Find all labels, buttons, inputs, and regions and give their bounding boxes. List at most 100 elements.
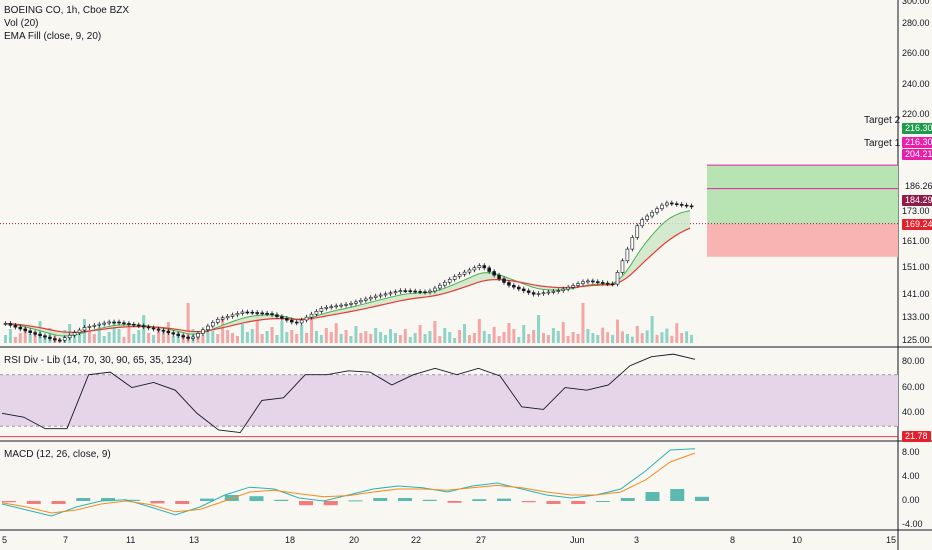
candle-body [398, 290, 403, 292]
volume-bar [379, 332, 383, 343]
volume-bar [324, 328, 328, 343]
volume-indicator-label[interactable]: Vol (20) [4, 18, 39, 29]
volume-bar [586, 329, 590, 343]
macd-pane-label[interactable]: MACD (12, 26, close, 9) [4, 449, 111, 460]
volume-bar [670, 335, 674, 343]
candle-body [8, 323, 13, 326]
volume-bar [388, 329, 392, 343]
volume-bar [206, 326, 210, 343]
volume-bar [512, 329, 516, 343]
candle-body [196, 333, 200, 338]
price-tick-label: 125.00 [902, 335, 930, 345]
volume-bar [112, 323, 116, 343]
ema20-line [3, 227, 691, 333]
volume-bar [482, 331, 486, 343]
time-tick-label: 7 [63, 535, 69, 545]
candle-body [294, 321, 299, 324]
volume-bar [4, 335, 7, 343]
candle-body [314, 310, 319, 315]
candle-body [136, 324, 141, 327]
candle-body [112, 321, 116, 324]
macd-histogram-bar [274, 499, 289, 501]
candle-body [487, 267, 492, 272]
candle-body [334, 305, 338, 308]
volume-bar [235, 336, 239, 343]
candle-body [82, 327, 87, 331]
macd-tick-label: -4.00 [902, 519, 923, 529]
candle-body [319, 308, 324, 312]
last-price-tag: 186.26 [902, 181, 932, 192]
candle-body [92, 324, 97, 327]
candle-body [171, 332, 176, 335]
volume-bar [423, 334, 427, 343]
macd-histogram-bar [125, 499, 140, 501]
volume-bar [532, 330, 536, 343]
candle-body [413, 290, 417, 293]
volume-bar [398, 335, 402, 343]
time-tick-label: 3 [634, 535, 640, 545]
macd-histogram-bar [521, 501, 536, 503]
volume-bar [680, 333, 684, 343]
volume-bar [255, 313, 259, 343]
candle-body [383, 293, 388, 296]
candle-body [62, 337, 67, 341]
price-tick-label: 173.00 [902, 206, 930, 216]
volume-bar [290, 330, 294, 343]
candle-body [684, 204, 689, 207]
volume-bar [280, 321, 284, 343]
time-tick-label: 20 [349, 535, 360, 545]
macd-signal-line [1, 452, 696, 514]
macd-histogram-bar [76, 498, 91, 501]
volume-bar [393, 333, 397, 343]
rsi-pane-label[interactable]: RSI Div - Lib (14, 70, 30, 90, 65, 35, 1… [4, 355, 192, 366]
volume-bar [260, 334, 264, 343]
volume-bar [334, 323, 338, 343]
volume-bar [161, 331, 165, 343]
candle-body [53, 338, 57, 341]
macd-histogram-bar [249, 496, 264, 501]
target1-label: Target 1 [864, 138, 901, 149]
candle-body [645, 215, 649, 220]
macd-histogram-bar [373, 498, 388, 501]
volume-bar [354, 326, 358, 343]
volume-bar [127, 325, 131, 343]
candle-body [250, 311, 255, 314]
volume-bar [369, 334, 373, 343]
candle-body [615, 272, 620, 285]
rsi-tick-label: 80.00 [902, 355, 925, 366]
volume-bar [685, 331, 689, 343]
candle-body [561, 288, 566, 291]
volume-bar [18, 333, 22, 343]
candle-body [354, 301, 358, 304]
macd-histogram-bar [26, 501, 41, 504]
candle-body [521, 288, 526, 292]
volume-bar [551, 328, 555, 343]
time-tick-label: 27 [476, 535, 487, 545]
volume-bar [403, 329, 407, 343]
candle-body [600, 282, 605, 284]
macd-tick-label: 8.00 [902, 447, 920, 457]
symbol-title: BOEING CO, 1h, Cboe BZX [4, 5, 130, 16]
candle-body [502, 278, 506, 283]
macd-tick-label: 0.00 [902, 495, 920, 505]
candle-body [270, 313, 274, 316]
time-tick-label: 10 [792, 535, 803, 545]
rsi-tick-label: 40.00 [902, 407, 925, 418]
volume-bar [384, 335, 388, 343]
volume-bar [611, 334, 615, 343]
volume-bar [132, 334, 136, 343]
volume-bar [8, 329, 12, 343]
candle-body [127, 323, 131, 325]
candle-body [670, 202, 674, 205]
macd-histogram-bar [596, 501, 610, 502]
volume-bar [517, 337, 521, 343]
candle-body [235, 313, 240, 316]
volume-bar [561, 322, 565, 343]
ema-fill-indicator-label[interactable]: EMA Fill (close, 9, 20) [4, 31, 102, 42]
volume-bar [625, 334, 629, 343]
volume-bar [97, 327, 101, 343]
candle-body [556, 290, 561, 292]
volume-bar [675, 323, 679, 343]
volume-bar [270, 327, 274, 343]
